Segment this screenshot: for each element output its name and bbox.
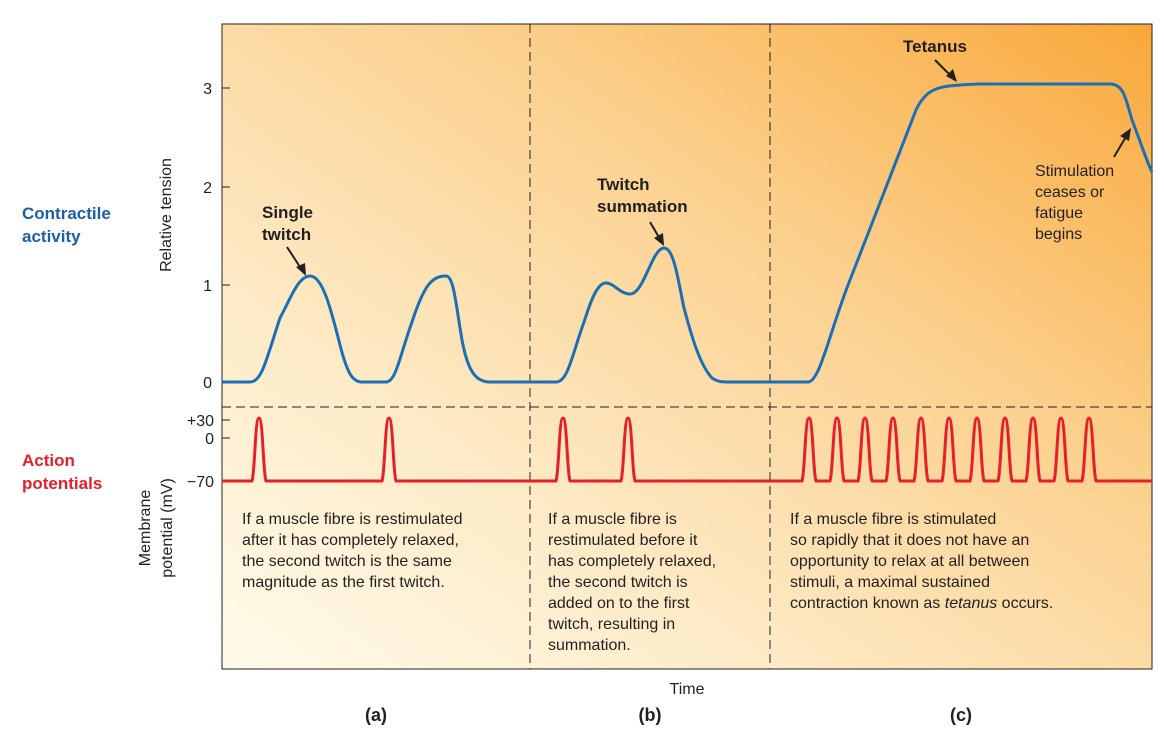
tetanus-label: Tetanus [903, 37, 967, 56]
action-label-line1: Action [22, 451, 75, 470]
twitch-summation-arrow [649, 221, 664, 246]
tension-curve [222, 82, 1154, 384]
single-twitch-label-line1: Single [262, 203, 313, 222]
y-axis-title-membrane: Membrane [137, 490, 154, 567]
mv-tick-0: 0 [205, 431, 214, 448]
stimulation-ceases-line1: Stimulation [1035, 163, 1114, 180]
description-line: the second twitch is [548, 574, 688, 591]
tension-tick-2: 2 [203, 180, 212, 197]
panel-label-c: (c) [950, 705, 972, 725]
y-axis-title-potential: potential (mV) [159, 478, 176, 578]
description-line: added on to the first [548, 595, 690, 612]
description-line: stimuli, a maximal sustained [790, 574, 990, 591]
twitch-summation-label-line2: summation [597, 197, 688, 216]
panel-label-a: (a) [365, 705, 387, 725]
description-line: contraction known as tetanus occurs. [790, 595, 1053, 612]
contractile-label-line1: Contractile [22, 204, 111, 223]
panel-c-description: If a muscle fibre is stimulated so rapidl… [790, 511, 1053, 612]
action-potential-trace [222, 416, 1152, 483]
description-line: the second twitch is the same [242, 553, 452, 570]
mv-tick-plus30: +30 [187, 413, 214, 430]
panel-label-b: (b) [639, 705, 662, 725]
action-label-line2: potentials [22, 474, 102, 493]
description-line: opportunity to relax at all between [790, 553, 1029, 570]
stimulation-ceases-arrow [1113, 128, 1131, 158]
description-line: If a muscle fibre is restimulated [242, 511, 463, 528]
plot-area [221, 23, 1153, 670]
description-line: magnitude as the first twitch. [242, 574, 445, 591]
tetanus-arrow [934, 59, 957, 82]
contractile-label-line2: activity [22, 227, 81, 246]
description-line: If a muscle fibre is stimulated [790, 511, 996, 528]
tension-tick-0: 0 [203, 375, 212, 392]
tension-tick-1: 1 [203, 278, 212, 295]
panel-b-description: If a muscle fibre is restimulated before … [548, 511, 716, 654]
stimulation-ceases-line2: ceases or [1035, 184, 1105, 201]
tension-tick-3: 3 [203, 81, 212, 98]
description-line: so rapidly that it does not have an [790, 532, 1029, 549]
description-line: If a muscle fibre is [548, 511, 677, 528]
y-axis-title-tension: Relative tension [158, 158, 175, 272]
description-line: twitch, resulting in [548, 616, 675, 633]
panel-a-description: If a muscle fibre is restimulated after i… [242, 511, 463, 591]
stimulation-ceases-line3: fatigue [1035, 205, 1083, 222]
mv-tick-minus70: −70 [187, 474, 214, 491]
stimulation-ceases-line4: begins [1035, 226, 1082, 243]
single-twitch-label-line2: twitch [262, 225, 311, 244]
description-line: summation. [548, 637, 631, 654]
description-line: restimulated before it [548, 532, 698, 549]
x-axis-title: Time [670, 681, 705, 698]
twitch-summation-label-line1: Twitch [597, 175, 650, 194]
single-twitch-arrow [286, 246, 306, 276]
description-line: after it has completely relaxed, [242, 532, 459, 549]
description-line: has completely relaxed, [548, 553, 716, 570]
